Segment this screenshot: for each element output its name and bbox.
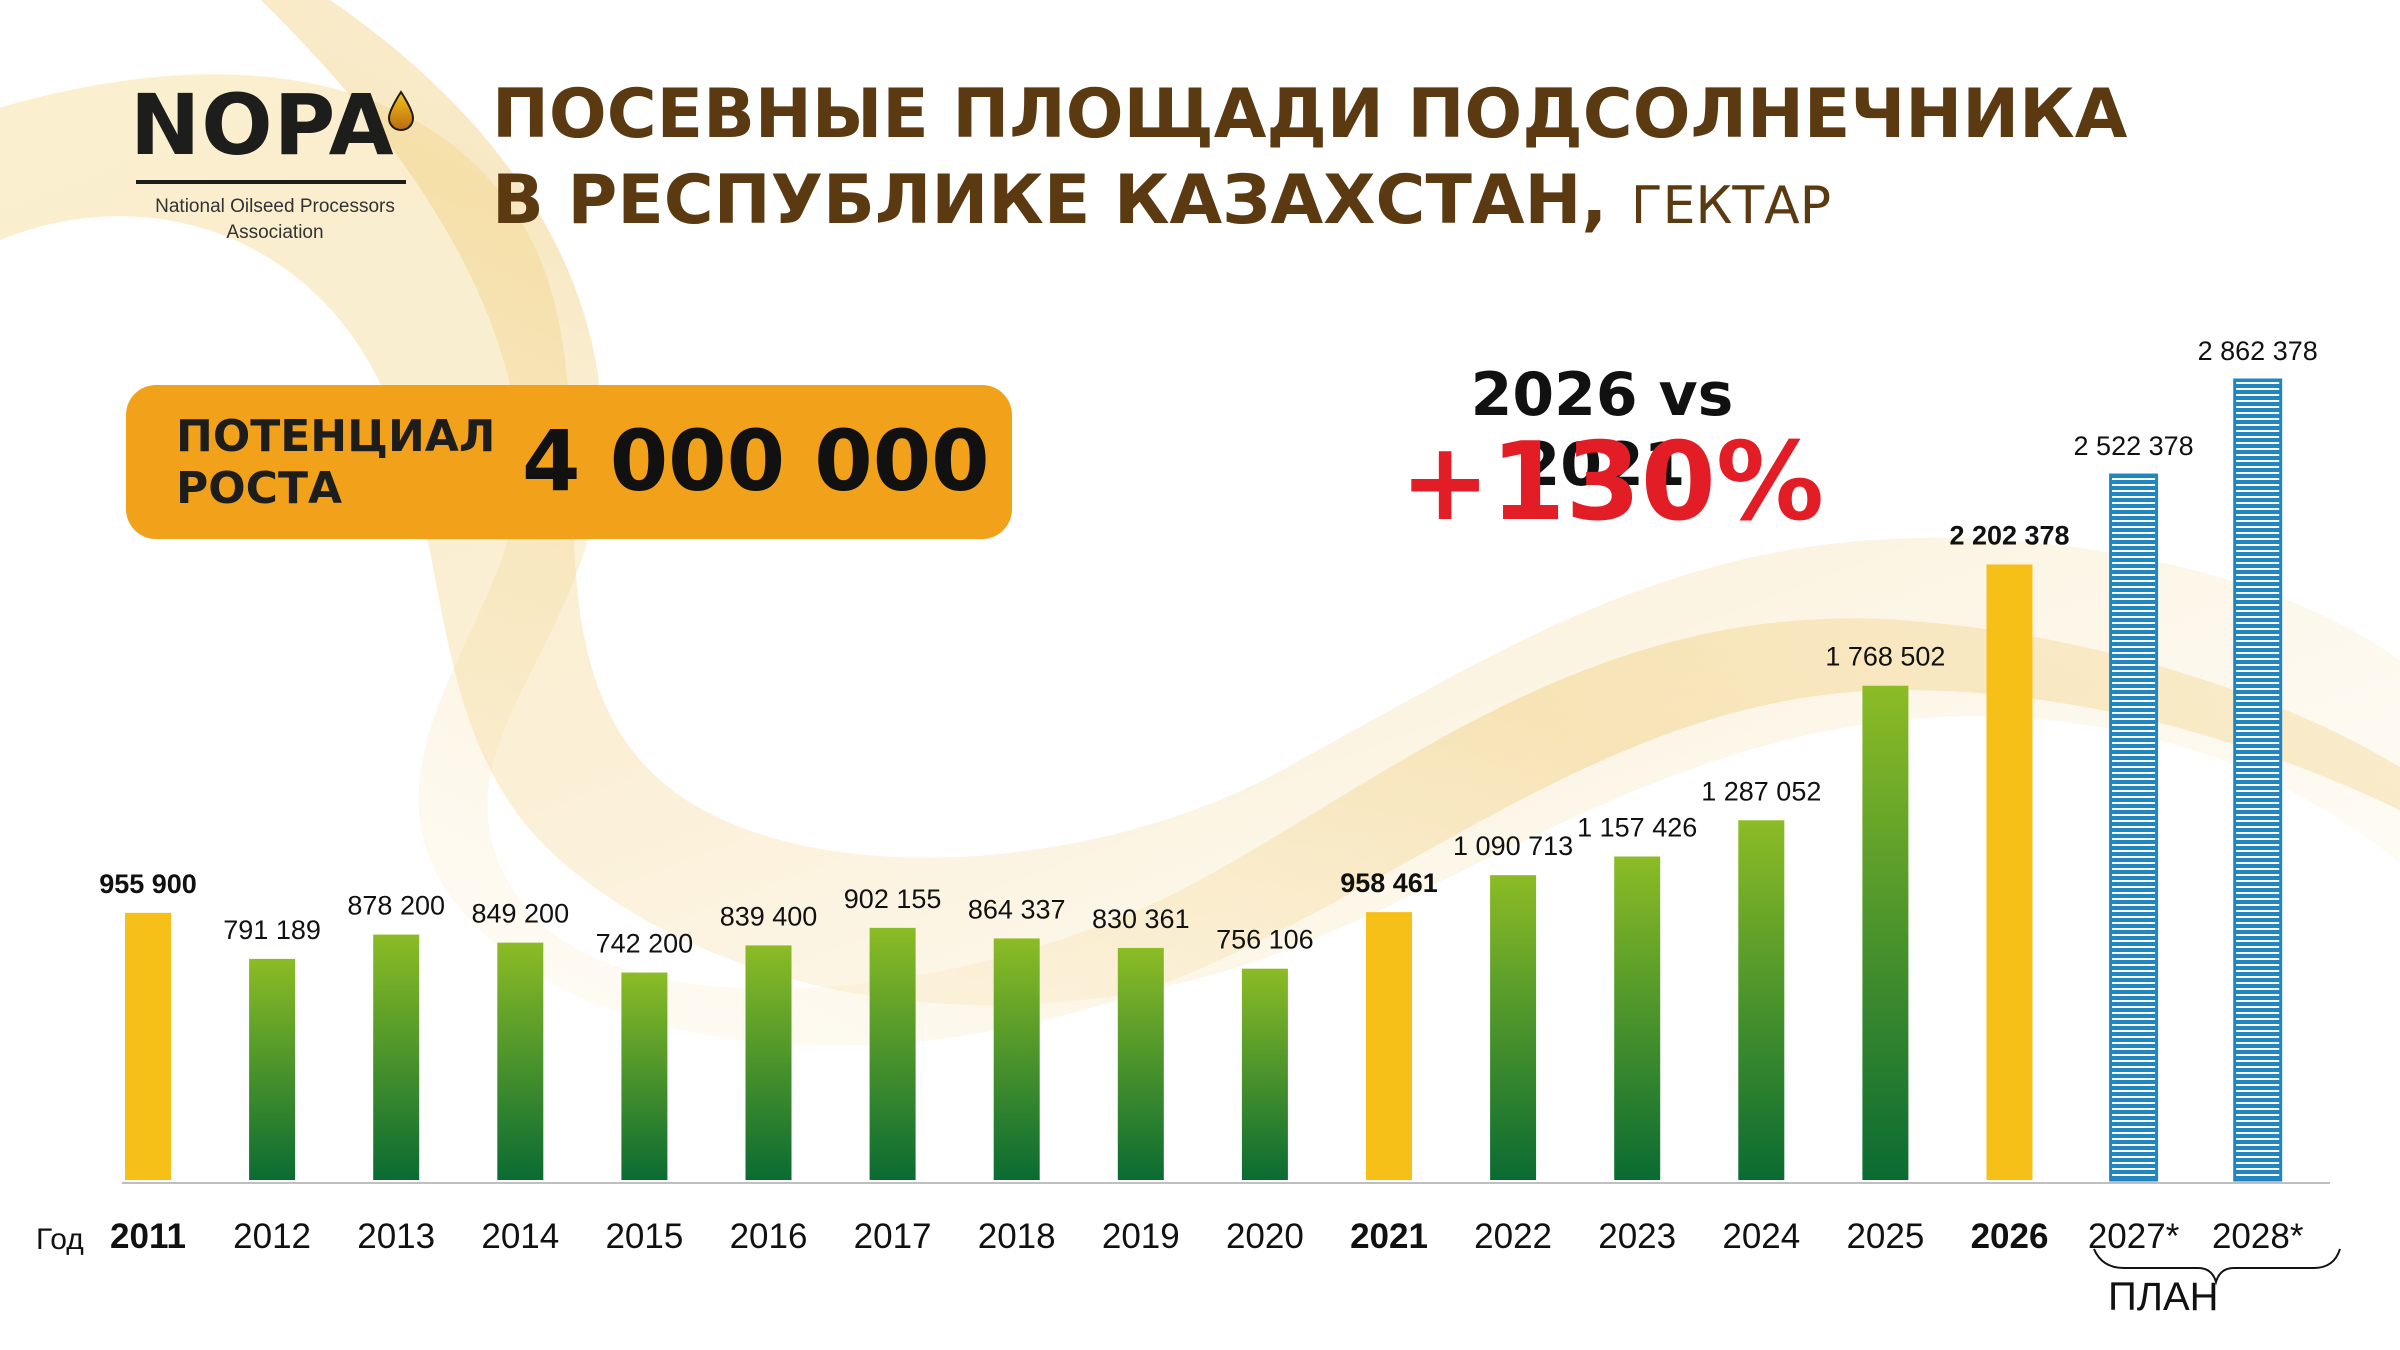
title-line2: В РЕСПУБЛИКЕ КАЗАХСТАН, ГЕКТАР — [492, 158, 2127, 249]
bar-2017 — [869, 927, 916, 1180]
oil-drop-icon — [387, 90, 415, 132]
bar-2022 — [1490, 875, 1537, 1180]
x-tick-2027-plan: 2027* — [2088, 1217, 2180, 1256]
bar-2021 — [1366, 912, 1412, 1180]
bar-2016 — [745, 945, 792, 1180]
logo-subtitle: National Oilseed Processors Association — [130, 194, 420, 246]
nopa-logo: NOPA National Oilseed Processors Associa… — [130, 76, 420, 243]
comparison-heading: 2026 vs 2021 — [1470, 360, 1734, 500]
logo-wordmark: NOPA — [130, 76, 395, 174]
bar-2025 — [1862, 685, 1909, 1180]
x-tick-2012: 2012 — [233, 1217, 311, 1256]
bar-2024 — [1738, 820, 1785, 1180]
x-axis-label: Год — [36, 1223, 84, 1256]
title-unit: ГЕКТАР — [1630, 176, 1832, 236]
value-label-2015: 742 200 — [596, 929, 694, 959]
plan-bracket — [2093, 1248, 2341, 1286]
x-tick-2018: 2018 — [978, 1217, 1056, 1256]
value-label-2023: 1 157 426 — [1577, 813, 1697, 843]
comparison-value: +130% — [1399, 420, 1825, 545]
value-label-2021: 958 461 — [1340, 868, 1438, 898]
potential-growth-badge: ПОТЕНЦИАЛ РОСТА 4 000 000 — [126, 385, 1012, 539]
value-label-2027-plan: 2 522 378 — [2074, 431, 2194, 461]
page-title: ПОСЕВНЫЕ ПЛОЩАДИ ПОДСОЛНЕЧНИКА В РЕСПУБЛ… — [492, 72, 2127, 249]
value-label-2014: 849 200 — [471, 899, 569, 929]
bar-2014 — [497, 942, 544, 1180]
value-label-2024: 1 287 052 — [1701, 776, 1821, 806]
potential-value: 4 000 000 — [522, 412, 990, 510]
title-line1: ПОСЕВНЫЕ ПЛОЩАДИ ПОДСОЛНЕЧНИКА — [492, 75, 2128, 154]
x-tick-2022: 2022 — [1474, 1217, 1552, 1256]
bar-2019 — [1117, 947, 1164, 1180]
bar-2012 — [249, 958, 296, 1180]
logo-subtitle-line1: National Oilseed Processors — [155, 196, 395, 217]
logo-subtitle-line2: Association — [226, 222, 324, 243]
potential-label-line1: ПОТЕНЦИАЛ — [176, 411, 496, 462]
bar-2023 — [1614, 856, 1661, 1180]
bar-2020 — [1241, 968, 1288, 1180]
x-tick-2023: 2023 — [1598, 1217, 1676, 1256]
x-tick-2020: 2020 — [1226, 1217, 1304, 1256]
x-tick-2017: 2017 — [854, 1217, 932, 1256]
bar-2015 — [621, 972, 668, 1180]
bar-2018 — [993, 938, 1040, 1180]
potential-label: ПОТЕНЦИАЛ РОСТА — [176, 411, 516, 515]
x-tick-2021: 2021 — [1350, 1217, 1428, 1256]
x-tick-2015: 2015 — [605, 1217, 683, 1256]
x-tick-2016: 2016 — [730, 1217, 808, 1256]
value-label-2025: 1 768 502 — [1825, 642, 1945, 672]
x-tick-2025: 2025 — [1846, 1217, 1924, 1256]
title-line2-text: В РЕСПУБЛИКЕ КАЗАХСТАН, — [492, 161, 1608, 240]
value-label-2018: 864 337 — [968, 894, 1066, 924]
plan-label: ПЛАН — [2108, 1275, 2219, 1319]
value-label-2019: 830 361 — [1092, 904, 1190, 934]
x-tick-2028-plan: 2028* — [2212, 1217, 2304, 1256]
value-label-2016: 839 400 — [720, 901, 818, 931]
value-label-2020: 756 106 — [1216, 925, 1314, 955]
value-label-2011: 955 900 — [99, 869, 197, 899]
value-label-2026: 2 202 378 — [1949, 520, 2069, 550]
bar-2028-plan — [2233, 378, 2283, 1182]
logo-divider — [136, 180, 406, 184]
bar-2027-plan — [2109, 473, 2159, 1182]
x-tick-2019: 2019 — [1102, 1217, 1180, 1256]
value-label-2022: 1 090 713 — [1453, 831, 1573, 861]
x-tick-2026: 2026 — [1971, 1217, 2049, 1256]
value-label-2012: 791 189 — [223, 915, 321, 945]
value-label-2013: 878 200 — [347, 891, 445, 921]
x-tick-2014: 2014 — [481, 1217, 559, 1256]
x-tick-2024: 2024 — [1722, 1217, 1800, 1256]
potential-label-line2: РОСТА — [176, 463, 343, 514]
bar-2011 — [125, 912, 171, 1180]
bar-2013 — [373, 934, 420, 1180]
value-label-2028-plan: 2 862 378 — [2198, 336, 2318, 366]
x-tick-2013: 2013 — [357, 1217, 435, 1256]
bar-2026 — [1986, 564, 2033, 1180]
x-tick-2011: 2011 — [110, 1217, 186, 1256]
value-label-2017: 902 155 — [844, 884, 942, 914]
